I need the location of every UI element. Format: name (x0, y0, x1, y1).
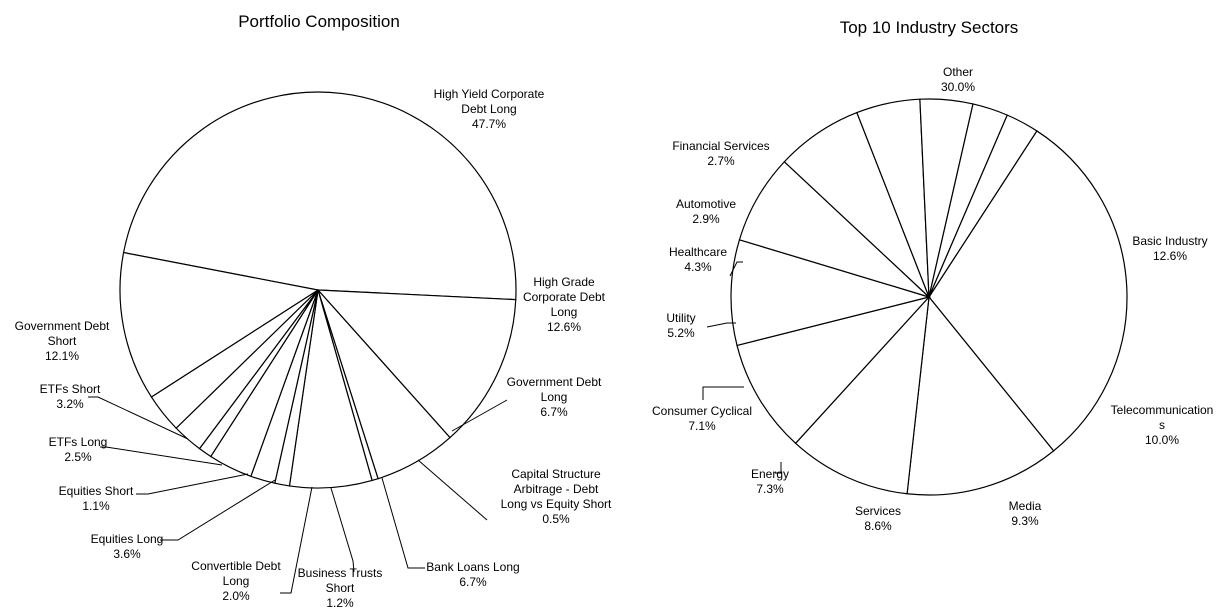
slice-label-other: Other 30.0% (941, 65, 975, 94)
slice-label-media: Media 9.3% (1009, 499, 1042, 528)
slice-label-capital-structure-arbitrage-debt-long-vs-equity-short: Capital Structure Arbitrage - Debt Long vs… (501, 467, 612, 526)
leader-line-healthcare (729, 261, 743, 277)
pie-slice-basic-industry (906, 295, 1055, 496)
pie-slice-government-debt-short (119, 251, 320, 398)
leader-line-extra-0 (451, 399, 508, 432)
slice-label-business-trusts-short: Business Trusts Short 1.2% (298, 566, 383, 610)
slice-label-utility: Utility 5.2% (666, 311, 695, 340)
leader-line-etfs-long (100, 446, 223, 466)
slice-label-basic-industry: Basic Industry 12.6% (1132, 234, 1207, 263)
pie-slice-services (730, 239, 932, 347)
slice-label-government-debt-long: Government Debt Long 6.7% (507, 375, 602, 419)
pie-portfolio-composition: High Yield Corporate Debt Long 47.7% High G… (15, 87, 612, 610)
leader-line-equities-long (160, 479, 276, 541)
slice-label-consumer-cyclical: Consumer Cyclical 7.1% (652, 404, 752, 433)
leader-line-consumer-cyclical (702, 386, 744, 400)
chart-title-top-10-industry-sectors: Top 10 Industry Sectors (840, 18, 1019, 37)
leader-line-etfs-short (88, 396, 189, 440)
chart-title-portfolio-composition: Portfolio Composition (238, 12, 400, 31)
leader-line-energy (775, 462, 782, 474)
leader-line-equities-short (136, 473, 249, 495)
slice-label-healthcare: Healthcare 4.3% (669, 245, 727, 274)
slice-label-high-grade-corporate-debt-long: High Grade Corporate Debt Long 12.6% (523, 275, 606, 334)
slice-label-financial-services: Financial Services 2.7% (672, 139, 769, 168)
slice-label-equities-short: Equities Short 1.1% (59, 484, 134, 513)
leader-line-capital-structure-arbitrage-debt-long-vs-equity-short (417, 459, 488, 521)
slice-label-automotive: Automotive 2.9% (676, 197, 736, 226)
leader-line-utility (706, 322, 736, 328)
slice-label-etfs-long: ETFs Long 2.5% (49, 435, 108, 464)
pie-top-10-industry-sectors: Other 30.0% Basic Industry 12.6% Telecommuni… (652, 65, 1213, 533)
slice-label-convertible-debt-long: Convertible Debt Long 2.0% (191, 559, 281, 603)
pie-slice-other (928, 130, 1128, 452)
leader-line-bank-loans-long (381, 477, 425, 569)
leader-line-business-trusts-short (330, 487, 355, 573)
pie-slice-high-yield-corporate-debt-long (122, 91, 517, 301)
slice-label-energy: Energy 7.3% (751, 467, 789, 496)
pie-slice-telecommunication-s (794, 295, 930, 495)
pie-slice-financial-services (928, 114, 1038, 298)
slice-label-high-yield-corporate-debt-long: High Yield Corporate Debt Long 47.7% (434, 87, 545, 131)
leader-line-convertible-debt-long (280, 486, 313, 594)
slice-label-etfs-short: ETFs Short 3.2% (40, 382, 101, 411)
slice-label-telecommunication-s: Telecommunication s 10.0% (1111, 403, 1214, 447)
slice-label-equities-long: Equities Long 3.6% (91, 532, 164, 561)
slice-label-bank-loans-long: Bank Loans Long 6.7% (426, 560, 519, 589)
pie-slice-high-grade-corporate-debt-long (316, 289, 517, 439)
slice-label-government-debt-short: Government Debt Short 12.1% (15, 319, 110, 363)
slice-label-services: Services 8.6% (855, 504, 901, 533)
